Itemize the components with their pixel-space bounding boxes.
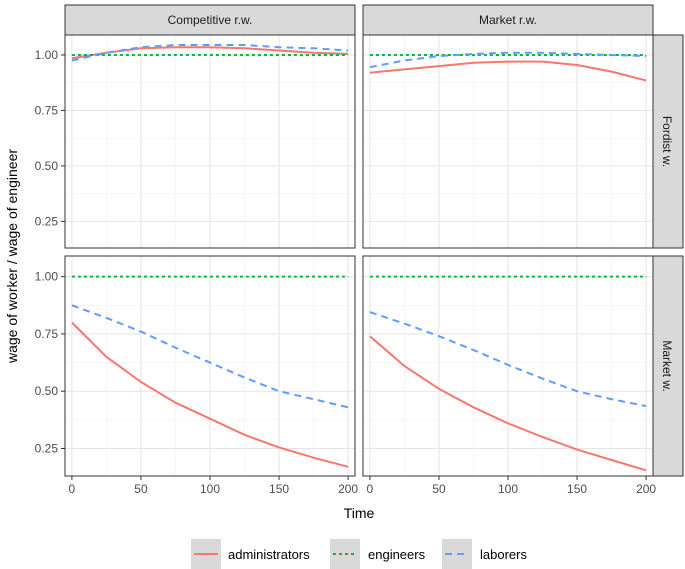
y-tick-label: 1.00 (35, 270, 59, 284)
x-tick-label: 0 (367, 482, 374, 496)
strip-col-1 (64, 4, 356, 36)
y-tick-label: 0.75 (35, 327, 59, 341)
x-tick-label: 50 (134, 482, 148, 496)
y-axis-ticks: 0.25 0.50 0.75 1.00 0.25 0.50 0.75 1.00 (35, 48, 65, 456)
y-tick-label: 0.25 (35, 214, 59, 228)
series-line-laborers (71, 44, 349, 62)
y-tick-label: 1.00 (35, 48, 59, 62)
y-axis-title: wage of worker / wage of engineer (4, 149, 20, 364)
panel-market-competitive (64, 255, 356, 477)
legend-label-engineers: engineers (368, 547, 426, 562)
y-tick-label: 0.50 (35, 159, 59, 173)
x-axis-ticks: 0 50 100 150 200 0 50 100 150 200 (69, 476, 656, 496)
panel-border (362, 34, 654, 249)
strip-col-2 (362, 4, 654, 36)
x-tick-label: 100 (498, 482, 518, 496)
panel-fordist-competitive (64, 34, 356, 249)
x-tick-label: 0 (69, 482, 76, 496)
panel-fordist-market (362, 34, 654, 249)
series-line-administrators (369, 335, 647, 472)
x-tick-label: 200 (636, 482, 656, 496)
legend: administrators engineers laborers (191, 539, 527, 569)
strip-row-1 (652, 34, 684, 249)
series-line-administrators (71, 321, 349, 468)
x-tick-label: 50 (432, 482, 446, 496)
y-tick-label: 0.25 (35, 442, 59, 456)
x-tick-label: 150 (567, 482, 587, 496)
series-line-administrators (71, 46, 349, 60)
strip-col-1-label: Competitive r.w. (168, 13, 253, 27)
strip-row-2 (652, 255, 684, 477)
x-tick-label: 150 (269, 482, 289, 496)
panel-market-market (362, 255, 654, 477)
series-line-laborers (369, 311, 647, 408)
strip-row-2-label: Market w. (660, 340, 674, 391)
y-tick-label: 0.50 (35, 384, 59, 398)
strip-col-2-label: Market r.w. (479, 13, 537, 27)
x-tick-label: 200 (338, 482, 358, 496)
legend-label-administrators: administrators (228, 547, 310, 562)
x-axis-title: Time (344, 505, 375, 521)
series-line-administrators (369, 60, 647, 82)
series-line-laborers (369, 51, 647, 69)
panel-border (64, 34, 356, 249)
legend-label-laborers: laborers (480, 547, 527, 562)
strip-row-1-label: Fordist w. (660, 116, 674, 167)
y-tick-label: 0.75 (35, 103, 59, 117)
series-line-laborers (71, 304, 349, 409)
x-tick-label: 100 (200, 482, 220, 496)
